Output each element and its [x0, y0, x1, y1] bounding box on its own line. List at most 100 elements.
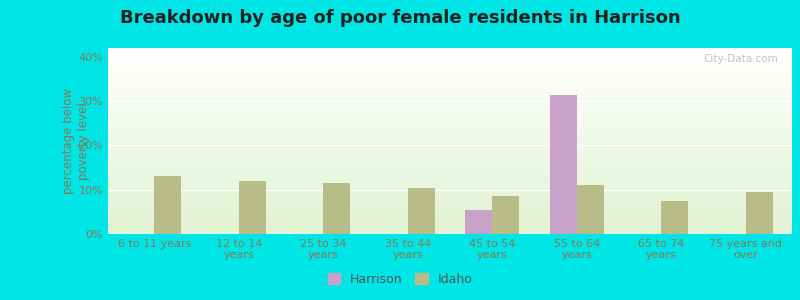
- Bar: [108, 188, 792, 189]
- Bar: [108, 167, 792, 168]
- Bar: [108, 110, 792, 111]
- Bar: [746, 192, 773, 234]
- Bar: [108, 103, 792, 104]
- Bar: [108, 144, 792, 145]
- Bar: [108, 79, 792, 80]
- Bar: [108, 101, 792, 102]
- Bar: [108, 69, 792, 70]
- Bar: [108, 91, 792, 92]
- Bar: [108, 138, 792, 139]
- Bar: [108, 99, 792, 100]
- Bar: [108, 170, 792, 171]
- Bar: [108, 165, 792, 166]
- Bar: [239, 181, 266, 234]
- Bar: [108, 84, 792, 85]
- Legend: Harrison, Idaho: Harrison, Idaho: [322, 268, 478, 291]
- Bar: [108, 135, 792, 136]
- Bar: [108, 133, 792, 134]
- Bar: [108, 169, 792, 170]
- Bar: [108, 48, 792, 49]
- Bar: [108, 145, 792, 146]
- Bar: [108, 122, 792, 123]
- Bar: [108, 177, 792, 178]
- Bar: [108, 82, 792, 83]
- Bar: [108, 192, 792, 193]
- Bar: [108, 131, 792, 132]
- Bar: [108, 73, 792, 74]
- Bar: [108, 55, 792, 56]
- Bar: [108, 137, 792, 138]
- Bar: [108, 100, 792, 101]
- Bar: [108, 127, 792, 128]
- Bar: [108, 143, 792, 144]
- Bar: [108, 52, 792, 53]
- Bar: [108, 87, 792, 88]
- Bar: [108, 206, 792, 207]
- Bar: [108, 90, 792, 91]
- Bar: [108, 213, 792, 214]
- Bar: [108, 183, 792, 184]
- Bar: [108, 147, 792, 148]
- Bar: [108, 71, 792, 72]
- Bar: [550, 94, 577, 234]
- Bar: [108, 59, 792, 60]
- Bar: [108, 182, 792, 183]
- Bar: [108, 98, 792, 99]
- Bar: [108, 163, 792, 164]
- Bar: [466, 210, 492, 234]
- Bar: [108, 53, 792, 54]
- Bar: [108, 64, 792, 65]
- Bar: [108, 151, 792, 152]
- Bar: [108, 92, 792, 93]
- Bar: [661, 201, 688, 234]
- Bar: [108, 208, 792, 209]
- Bar: [108, 160, 792, 161]
- Bar: [108, 171, 792, 172]
- Bar: [108, 230, 792, 231]
- Bar: [108, 154, 792, 155]
- Bar: [108, 111, 792, 112]
- Bar: [108, 121, 792, 122]
- Bar: [108, 198, 792, 199]
- Bar: [108, 166, 792, 167]
- Bar: [108, 159, 792, 160]
- Bar: [108, 54, 792, 55]
- Bar: [108, 67, 792, 68]
- Bar: [108, 232, 792, 233]
- Bar: [108, 86, 792, 87]
- Bar: [108, 141, 792, 142]
- Bar: [108, 164, 792, 165]
- Bar: [108, 142, 792, 143]
- Bar: [323, 183, 350, 234]
- Bar: [108, 185, 792, 186]
- Bar: [108, 215, 792, 216]
- Bar: [108, 125, 792, 126]
- Bar: [108, 115, 792, 116]
- Bar: [108, 184, 792, 185]
- Bar: [108, 83, 792, 84]
- Bar: [108, 140, 792, 141]
- Bar: [108, 116, 792, 117]
- Bar: [408, 188, 435, 234]
- Bar: [108, 97, 792, 98]
- Bar: [108, 112, 792, 113]
- Bar: [108, 216, 792, 217]
- Bar: [108, 221, 792, 222]
- Bar: [108, 51, 792, 52]
- Bar: [108, 107, 792, 109]
- Bar: [108, 202, 792, 203]
- Bar: [108, 211, 792, 212]
- Bar: [108, 77, 792, 78]
- Bar: [108, 49, 792, 50]
- Bar: [108, 150, 792, 151]
- Bar: [108, 233, 792, 234]
- Bar: [108, 199, 792, 200]
- Bar: [108, 96, 792, 97]
- Bar: [108, 222, 792, 223]
- Bar: [108, 190, 792, 191]
- Bar: [108, 207, 792, 208]
- Bar: [108, 152, 792, 153]
- Bar: [108, 65, 792, 66]
- Bar: [108, 119, 792, 120]
- Bar: [108, 74, 792, 75]
